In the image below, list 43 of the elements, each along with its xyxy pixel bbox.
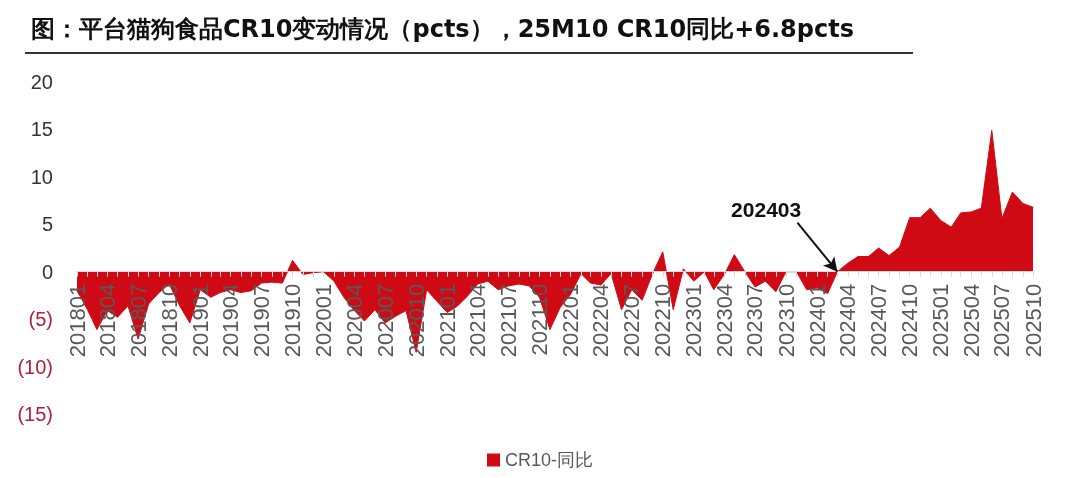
x-tick-label: 202001: [311, 283, 337, 358]
x-tick-label: 202307: [742, 283, 768, 358]
x-tick-label: 202104: [465, 283, 491, 358]
x-tick-label: 202410: [897, 283, 923, 358]
y-tick-label: (10): [17, 355, 53, 378]
chart-title: 图：平台猫狗食品CR10变动情况（pcts），25M10 CR10同比+6.8pcts: [31, 15, 854, 43]
x-tick-label: 201901: [187, 283, 213, 358]
x-tick-label: 202507: [989, 283, 1015, 358]
x-tick-label: 202501: [928, 283, 954, 358]
x-tick-label: 201804: [94, 283, 120, 358]
y-tick-label: 5: [41, 213, 53, 236]
x-tick-label: 202407: [866, 283, 892, 358]
x-tick-label: 202401: [804, 283, 830, 358]
x-tick-label: 202304: [711, 283, 737, 358]
x-tick-label: 201904: [218, 283, 244, 358]
x-tick-label: 202204: [588, 283, 614, 358]
y-tick-label: 0: [41, 260, 53, 283]
x-tick-label: 202310: [773, 283, 799, 358]
x-tick-label: 202207: [619, 283, 645, 358]
x-tick-label: 201810: [156, 283, 182, 358]
x-tick-label: 201801: [64, 283, 90, 358]
x-tick-label: 202404: [835, 283, 861, 358]
legend-label: CR10-同比: [504, 450, 594, 470]
x-tick-label: 202010: [403, 283, 429, 358]
y-tick-label: (15): [17, 403, 53, 425]
x-tick-label: 202107: [495, 283, 521, 358]
x-tick-label: 201807: [125, 283, 151, 358]
y-tick-label: 10: [30, 165, 53, 188]
x-tick-label: 202210: [650, 283, 676, 358]
x-tick-label: 201910: [280, 283, 306, 358]
x-tick-label: 202101: [434, 283, 460, 358]
annotation: 202403: [731, 197, 802, 221]
x-tick-label: 202504: [958, 283, 984, 358]
x-tick-label: 202201: [558, 283, 584, 358]
y-tick-label: (5): [28, 308, 53, 331]
x-tick-label: 202301: [681, 283, 707, 358]
x-tick-label: 201907: [248, 283, 274, 358]
y-tick-label: 20: [30, 71, 53, 93]
x-tick-label: 202110: [526, 283, 552, 356]
x-tick-label: 202007: [372, 283, 398, 358]
x-tick-label: 202004: [341, 283, 367, 358]
y-tick-label: 15: [30, 118, 53, 141]
x-tick-label: 202510: [1020, 283, 1046, 358]
